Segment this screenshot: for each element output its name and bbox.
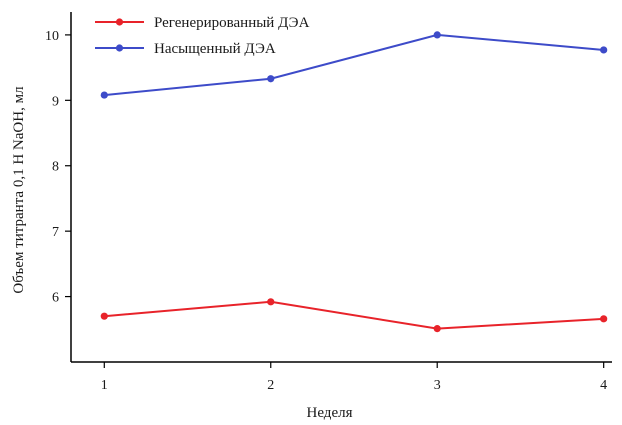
x-axis-label: Неделя xyxy=(307,405,353,421)
data-point xyxy=(600,46,608,54)
data-point xyxy=(433,31,441,39)
data-point xyxy=(267,298,275,306)
x-tick-label: 4 xyxy=(600,378,607,393)
y-tick-label: 8 xyxy=(52,160,59,175)
data-point xyxy=(600,315,608,323)
x-tick-label: 1 xyxy=(101,378,108,393)
series-2 xyxy=(100,31,608,99)
y-tick-label: 10 xyxy=(45,29,59,44)
series-line xyxy=(104,33,604,97)
x-tick-label: 2 xyxy=(267,378,274,393)
series-line xyxy=(104,300,604,330)
data-point xyxy=(100,312,108,320)
x-tick-label: 3 xyxy=(434,378,441,393)
y-tick-label: 6 xyxy=(52,291,59,306)
y-tick-label: 7 xyxy=(52,225,59,240)
legend-label: Насыщенный ДЭА xyxy=(154,41,276,57)
legend-label: Регенерированный ДЭА xyxy=(154,15,310,31)
legend-swatch-marker xyxy=(115,18,124,26)
data-point xyxy=(267,75,275,83)
y-axis-label: Объем титранта 0,1 Н NaOH, мл xyxy=(11,86,27,294)
series-layer xyxy=(100,31,608,333)
axes xyxy=(70,12,612,363)
y-tick-label: 9 xyxy=(52,94,59,109)
legend: Регенерированный ДЭА Насыщенный ДЭА xyxy=(95,15,310,57)
data-point xyxy=(100,91,108,99)
series-1 xyxy=(100,298,608,333)
data-point xyxy=(433,325,441,333)
legend-swatch-marker xyxy=(115,44,124,52)
ticks: 6 7 8 9 10 1 2 3 4 xyxy=(45,29,607,393)
legend-item: Регенерированный ДЭА xyxy=(95,15,310,31)
legend-item: Насыщенный ДЭА xyxy=(95,41,276,57)
